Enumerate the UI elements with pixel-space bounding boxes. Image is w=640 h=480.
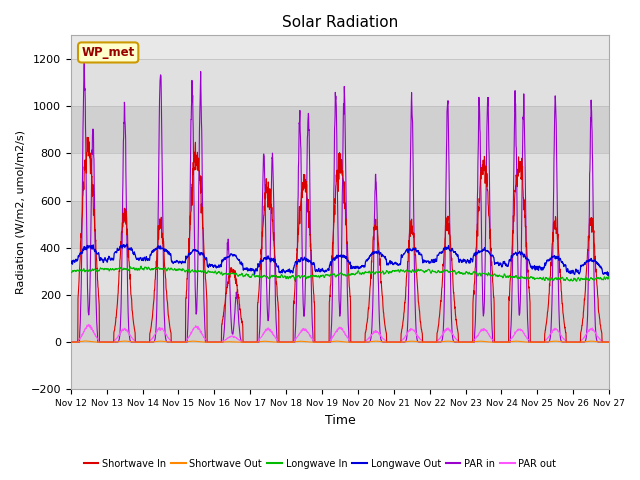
X-axis label: Time: Time (324, 414, 355, 427)
Bar (71, 59, 609, 106)
Bar (71, 295, 609, 342)
Text: WP_met: WP_met (81, 46, 135, 59)
Bar (71, 201, 609, 248)
Bar (71, 248, 609, 295)
Bar (71, 153, 609, 201)
Bar (71, 106, 609, 153)
Y-axis label: Radiation (W/m2, umol/m2/s): Radiation (W/m2, umol/m2/s) (15, 131, 25, 294)
Bar (71, 342, 609, 389)
Title: Solar Radiation: Solar Radiation (282, 15, 398, 30)
Legend: Shortwave In, Shortwave Out, Longwave In, Longwave Out, PAR in, PAR out: Shortwave In, Shortwave Out, Longwave In… (79, 455, 561, 473)
